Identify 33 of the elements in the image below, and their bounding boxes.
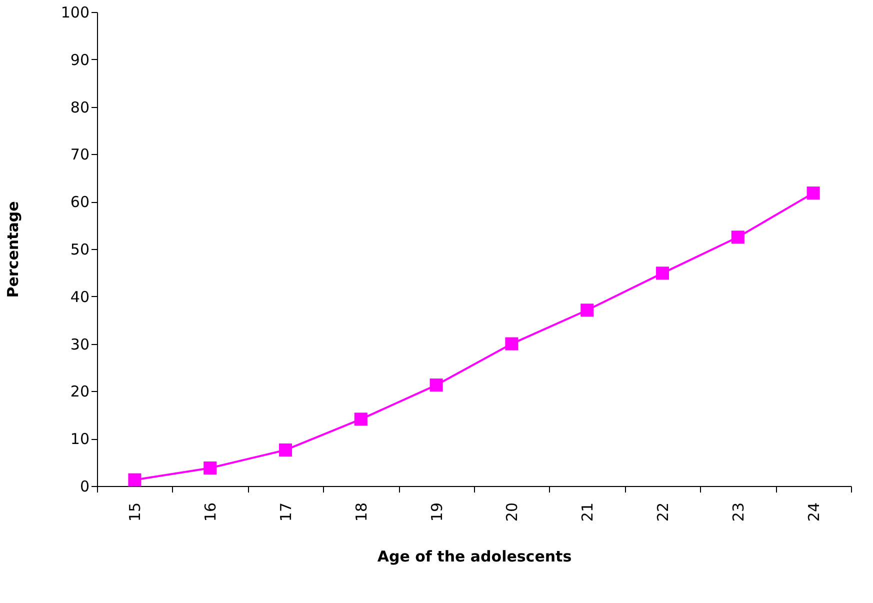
x-tick-label: 18 [352,502,370,522]
y-tick-label: 10 [70,430,90,448]
y-tick-label: 40 [70,288,90,306]
point [278,443,292,456]
point [731,230,744,244]
point [204,461,217,475]
y-tick-label: 60 [70,193,90,212]
y-tick-label: 70 [70,146,90,164]
point [505,337,518,350]
x-tick-label: 23 [729,502,748,522]
point [128,473,142,486]
x-tick-label: 15 [126,502,144,522]
x-tick-label: 21 [578,502,597,522]
y-tick-label: 50 [70,240,90,258]
x-tick-label: 19 [428,502,446,522]
y-tick-label: 90 [70,50,90,69]
point [354,412,368,426]
y-tick-label: 20 [70,382,90,401]
y-axis-title: Percentage [4,201,22,298]
point [656,266,670,280]
x-tick-label: 22 [654,502,672,522]
point [580,304,594,317]
x-tick-label: 16 [202,502,220,522]
x-tick-label: 20 [503,502,522,522]
x-tick-label: 17 [277,502,295,522]
y-tick-label: 100 [60,4,90,22]
point [806,186,820,200]
y-tick-label: 30 [70,335,90,354]
y-tick-label: 0 [80,478,90,496]
point [430,378,443,392]
y-tick-label: 80 [70,98,90,116]
x-axis-title: Age of the adolescents [377,548,572,566]
x-tick-label: 24 [804,502,823,522]
